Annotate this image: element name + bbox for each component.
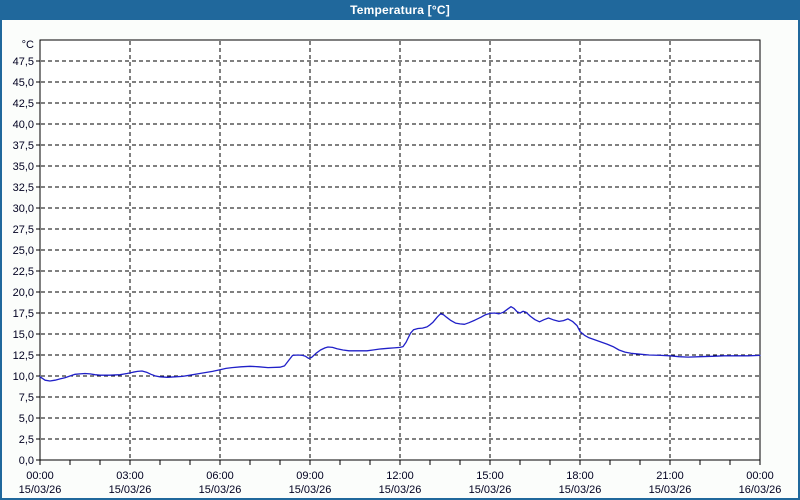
x-tick-time-label: 15:00	[476, 470, 504, 482]
temperature-chart: 47,5 45,0 42,5 40,0 37,5 35,0 32,5 30,0 27,5 25,0…	[13, 39, 782, 496]
x-tick-date-label: 15/03/26	[199, 484, 242, 496]
y-tick-label: 7,5	[19, 392, 34, 404]
window-titlebar[interactable]: Temperatura [°C]	[0, 0, 800, 20]
temperature-line	[39, 306, 761, 382]
x-tick-time-label: 18:00	[566, 470, 594, 482]
x-tick-time-label: 00:00	[26, 470, 54, 482]
x-tick-date-label: 15/03/26	[109, 484, 152, 496]
y-axis-unit-label: °C	[22, 39, 34, 51]
y-tick-label: 15,0	[13, 329, 34, 341]
y-tick-label: 35,0	[13, 161, 34, 173]
axis-ticks	[36, 60, 761, 465]
y-tick-label: 42,5	[13, 98, 34, 110]
x-tick-time-label: 03:00	[116, 470, 144, 482]
window-title: Temperatura [°C]	[350, 3, 450, 17]
y-tick-label: 0,0	[19, 455, 34, 467]
y-tick-label: 30,0	[13, 203, 34, 215]
y-tick-label: 12,5	[13, 350, 34, 362]
y-tick-label: 37,5	[13, 140, 34, 152]
y-tick-label: 20,0	[13, 287, 34, 299]
y-tick-label: 27,5	[13, 224, 34, 236]
gridlines	[41, 41, 759, 459]
x-tick-time-label: 09:00	[296, 470, 324, 482]
x-tick-date-label: 15/03/26	[649, 484, 692, 496]
x-tick-time-label: 06:00	[206, 470, 234, 482]
y-tick-label: 2,5	[19, 434, 34, 446]
x-tick-time-label: 12:00	[386, 470, 414, 482]
y-tick-label: 17,5	[13, 308, 34, 320]
x-tick-date-label: 15/03/26	[19, 484, 62, 496]
x-tick-date-label: 16/03/26	[739, 484, 782, 496]
x-tick-time-label: 21:00	[656, 470, 684, 482]
y-tick-label: 47,5	[13, 56, 34, 68]
x-tick-time-label: 00:00	[746, 470, 774, 482]
x-tick-date-label: 15/03/26	[469, 484, 512, 496]
y-tick-label: 40,0	[13, 119, 34, 131]
y-tick-label: 32,5	[13, 182, 34, 194]
y-tick-label: 25,0	[13, 245, 34, 257]
y-tick-label: 45,0	[13, 77, 34, 89]
y-tick-label: 22,5	[13, 266, 34, 278]
x-tick-date-label: 15/03/26	[559, 484, 602, 496]
x-tick-date-label: 15/03/26	[379, 484, 422, 496]
x-tick-date-label: 15/03/26	[289, 484, 332, 496]
y-tick-label: 10,0	[13, 371, 34, 383]
y-tick-label: 5,0	[19, 413, 34, 425]
